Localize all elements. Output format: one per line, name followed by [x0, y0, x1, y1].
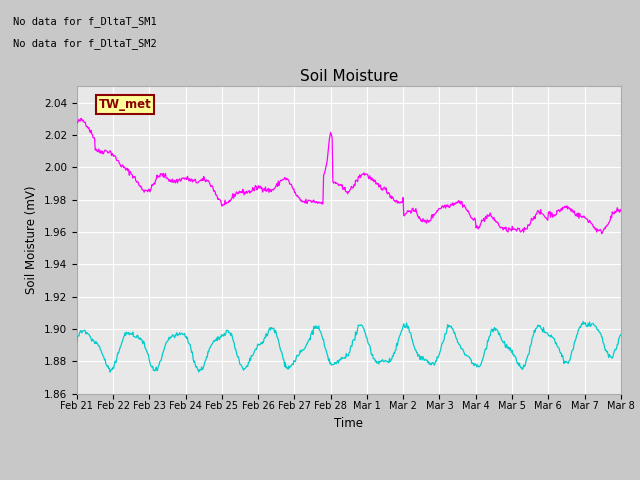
Text: No data for f_DltaT_SM2: No data for f_DltaT_SM2 [13, 37, 157, 48]
Text: No data for f_DltaT_SM1: No data for f_DltaT_SM1 [13, 16, 157, 27]
X-axis label: Time: Time [334, 417, 364, 430]
Y-axis label: Soil Moisture (mV): Soil Moisture (mV) [25, 186, 38, 294]
Text: TW_met: TW_met [99, 98, 151, 111]
Title: Soil Moisture: Soil Moisture [300, 69, 398, 84]
